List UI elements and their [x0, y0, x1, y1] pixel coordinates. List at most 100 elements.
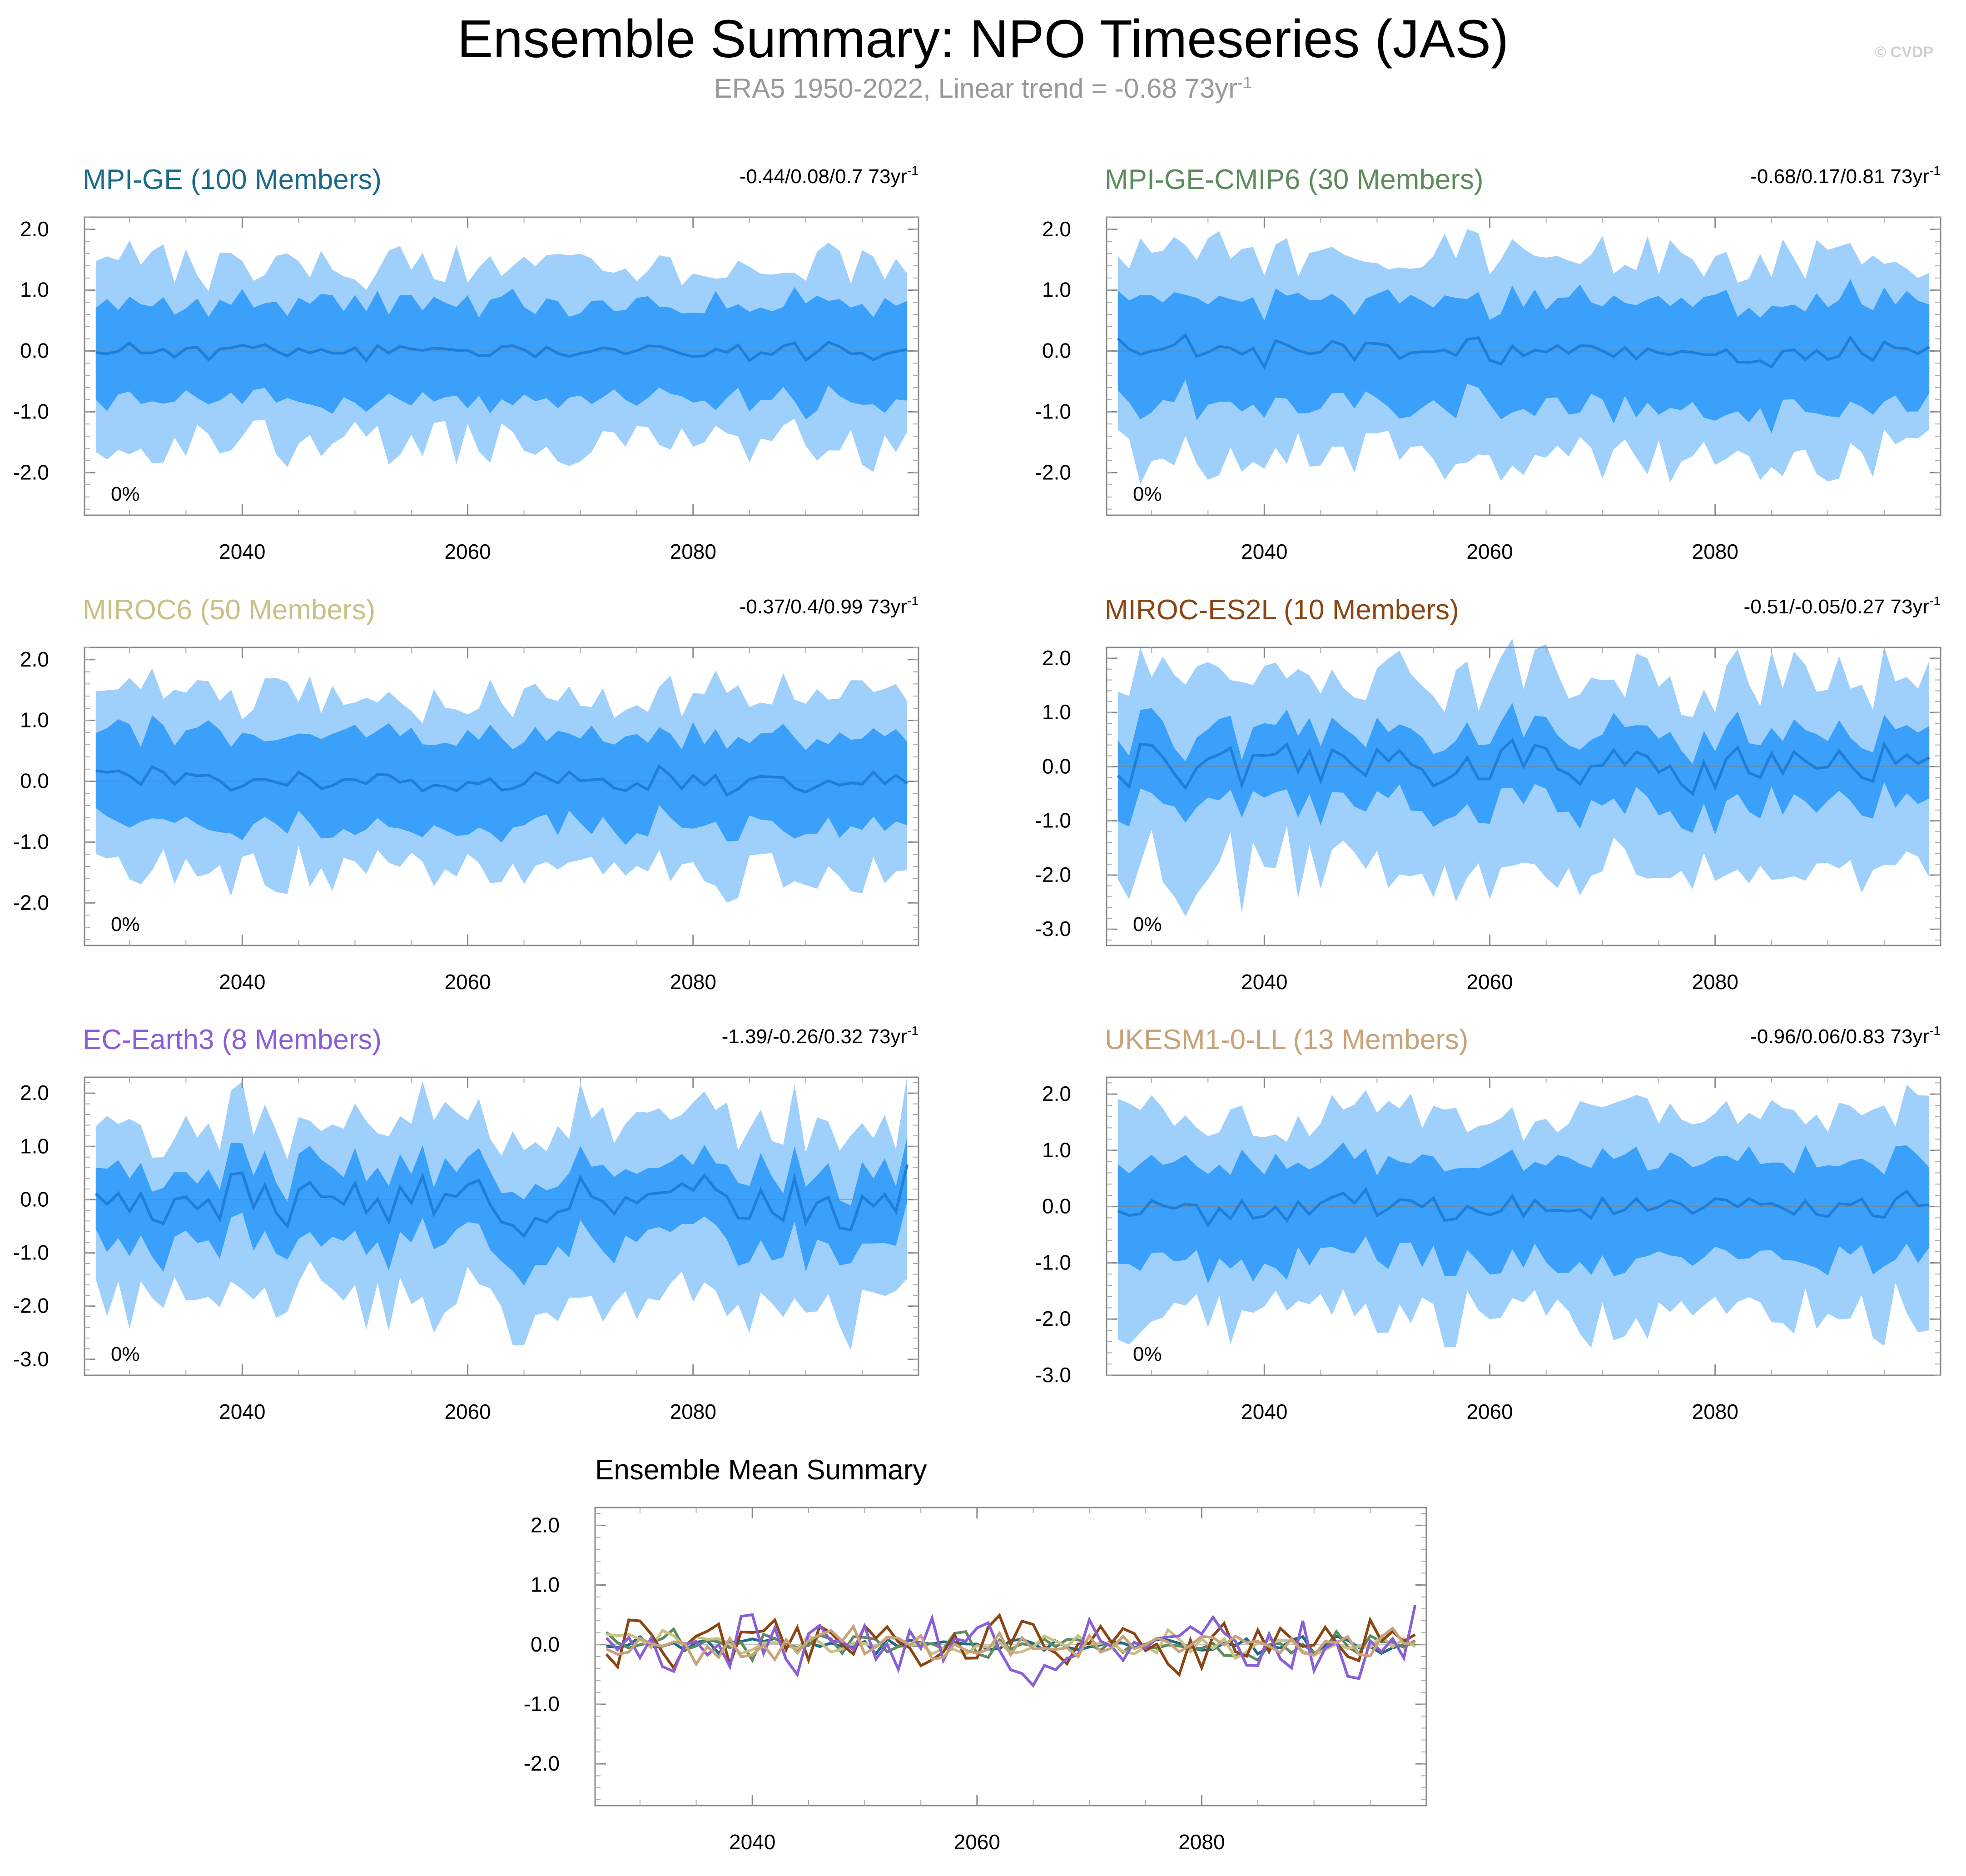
y-tick-label: -2.0 [524, 1752, 560, 1775]
series-line-ec-earth3 [605, 1605, 1417, 1688]
percent-label: 0% [1133, 1343, 1162, 1365]
trend-label: -0.37/0.4/0.99 73yr-1 [740, 594, 918, 618]
plot-frame [1106, 1076, 1941, 1376]
y-tick-label: 2.0 [1042, 217, 1071, 241]
percent-label: 0% [1133, 913, 1162, 936]
y-tick-label: -1.0 [524, 1692, 560, 1716]
inner-range-band [95, 287, 908, 420]
chart-panel-1: MPI-GE (100 Members) -0.44/0.08/0.7 73yr-… [13, 164, 919, 563]
y-tick-label: 2.0 [20, 217, 49, 241]
y-tick-label: -1.0 [13, 1241, 49, 1264]
x-tick-label: 2080 [670, 540, 716, 563]
y-tick-label: 1.0 [1042, 1138, 1071, 1162]
plot-frame [1106, 216, 1941, 516]
x-tick-label: 2040 [219, 540, 265, 563]
y-tick-label: -2.0 [1035, 460, 1071, 484]
trend-value: -0.51/-0.05/0.27 73yr [1744, 596, 1929, 618]
x-tick-label: 2040 [729, 1830, 775, 1854]
trend-exponent: -1 [907, 1024, 918, 1038]
page-title: Ensemble Summary: NPO Timeseries (JAS) [457, 9, 1509, 69]
panel-title: Ensemble Mean Summary [595, 1454, 927, 1486]
y-tick-label: 0.0 [1042, 1194, 1071, 1218]
ensemble-mean-line [94, 1164, 909, 1239]
x-tick-label: 2060 [444, 970, 491, 994]
y-tick-label: -1.0 [1035, 399, 1071, 423]
y-tick-label: 1.0 [20, 708, 49, 732]
x-tick-label: 2060 [1466, 970, 1513, 994]
percent-label: 0% [111, 1343, 140, 1365]
ensemble-mean-line [95, 340, 908, 363]
percent-label: 0% [1133, 483, 1162, 505]
x-tick-label: 2080 [1178, 1830, 1225, 1854]
y-tick-label: -2.0 [13, 460, 49, 484]
x-tick-label: 2080 [1692, 970, 1738, 994]
x-tick-label: 2060 [444, 1400, 491, 1423]
panel-title: MPI-GE (100 Members) [83, 164, 382, 195]
plot-frame [84, 216, 919, 516]
x-tick-label: 2060 [954, 1830, 1000, 1854]
y-tick-label: 2.0 [531, 1513, 560, 1537]
page-subtitle: ERA5 1950-2022, Linear trend = -0.68 73y… [0, 73, 1966, 104]
series-line-mpi-ge-cmip6 [605, 1627, 1416, 1663]
chart-panel-3: MIROC6 (50 Members) -0.37/0.4/0.99 73yr-1… [13, 594, 919, 994]
y-tick-label: 2.0 [20, 647, 49, 671]
y-tick-label: 0.0 [20, 1187, 49, 1211]
x-tick-label: 2080 [1692, 1400, 1738, 1423]
x-tick-label: 2040 [219, 1400, 265, 1423]
subtitle-text: ERA5 1950-2022, Linear trend = -0.68 73y… [714, 73, 1238, 104]
ensemble-mean-line [1117, 1187, 1930, 1228]
subtitle-exponent: -1 [1237, 73, 1252, 92]
y-tick-label: 1.0 [20, 1134, 49, 1158]
x-tick-label: 2060 [444, 540, 491, 563]
x-tick-label: 2040 [1241, 540, 1287, 563]
y-tick-label: -1.0 [13, 399, 49, 423]
trend-exponent: -1 [907, 164, 918, 178]
trend-value: -0.68/0.17/0.81 73yr [1750, 165, 1929, 188]
y-tick-label: 2.0 [1042, 1082, 1071, 1105]
trend-value: -0.96/0.06/0.83 73yr [1750, 1025, 1929, 1048]
panel-title: EC-Earth3 (8 Members) [83, 1024, 382, 1055]
trend-value: -1.39/-0.26/0.32 73yr [722, 1025, 907, 1048]
x-tick-label: 2080 [1692, 540, 1738, 563]
x-tick-label: 2080 [670, 970, 716, 994]
y-tick-label: 1.0 [20, 278, 49, 302]
plot-frame [1106, 647, 1941, 946]
trend-label: -0.44/0.08/0.7 73yr-1 [740, 164, 918, 188]
y-tick-label: 1.0 [1042, 700, 1071, 724]
copyright-watermark: © CVDP [1875, 44, 1933, 61]
plot-frame [84, 647, 919, 946]
trend-label: -1.39/-0.26/0.32 73yr-1 [722, 1024, 918, 1048]
y-tick-label: 0.0 [20, 339, 49, 363]
x-tick-label: 2040 [1241, 970, 1287, 994]
x-tick-label: 2060 [1466, 1400, 1513, 1423]
y-tick-label: -1.0 [1035, 809, 1071, 832]
y-tick-label: 0.0 [531, 1632, 560, 1656]
trend-value: -0.44/0.08/0.7 73yr [740, 165, 907, 188]
y-tick-label: 2.0 [20, 1081, 49, 1105]
y-tick-label: 0.0 [1042, 339, 1071, 363]
x-tick-label: 2060 [1466, 540, 1513, 563]
y-tick-label: -2.0 [1035, 1307, 1071, 1330]
percent-label: 0% [111, 913, 140, 936]
panel-title: MIROC6 (50 Members) [83, 594, 375, 626]
trend-exponent: -1 [1929, 594, 1941, 608]
ensemble-mean-line [1117, 737, 1930, 796]
y-tick-label: 1.0 [531, 1573, 560, 1597]
y-tick-label: 1.0 [1042, 278, 1071, 302]
inner-range-band [1117, 1142, 1930, 1284]
y-tick-label: -3.0 [13, 1347, 49, 1371]
trend-exponent: -1 [907, 594, 918, 608]
chart-panel-5: EC-Earth3 (8 Members) -1.39/-0.26/0.32 73… [13, 1024, 919, 1423]
chart-panel-6: UKESM1-0-LL (13 Members) -0.96/0.06/0.83 … [1035, 1024, 1941, 1423]
y-tick-label: 0.0 [1042, 754, 1071, 778]
trend-exponent: -1 [1929, 164, 1941, 178]
chart-panel-4: MIROC-ES2L (10 Members) -0.51/-0.05/0.27 … [1035, 594, 1941, 994]
panel-title: UKESM1-0-LL (13 Members) [1105, 1024, 1469, 1055]
ensemble-mean-line [95, 764, 908, 797]
ensemble-mean-line [1117, 333, 1930, 370]
y-tick-label: 2.0 [1042, 646, 1071, 670]
x-tick-label: 2040 [1241, 1400, 1287, 1423]
chart-panel-2: MPI-GE-CMIP6 (30 Members) -0.68/0.17/0.81… [1035, 164, 1941, 563]
trend-label: -0.51/-0.05/0.27 73yr-1 [1744, 594, 1941, 618]
